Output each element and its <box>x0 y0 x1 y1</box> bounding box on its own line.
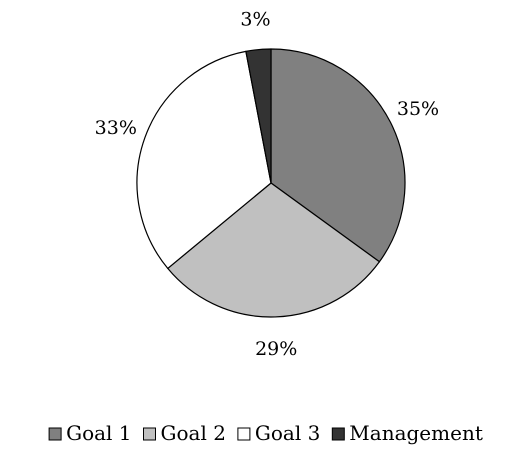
pie-slice-management <box>245 48 272 184</box>
legend-item-goal-2: Goal 2 <box>143 421 226 445</box>
legend-item-goal-1: Goal 1 <box>48 421 132 445</box>
data-label-goal-3: 33% <box>95 117 137 139</box>
legend-label-goal-1: Goal 1 <box>66 421 131 445</box>
data-label-goal-1: 35% <box>397 98 439 120</box>
pie-slices <box>136 48 406 318</box>
legend-swatch-goal-2 <box>143 427 156 441</box>
pie-slice-goal-1 <box>270 48 406 263</box>
legend-label-management: Management <box>349 421 483 445</box>
data-label-management: 3% <box>240 9 270 31</box>
pie-slice-goal-2 <box>167 182 381 318</box>
legend-item-goal-3: Goal 3 <box>237 421 320 445</box>
legend-item-management: Management <box>331 421 483 445</box>
legend-label-goal-3: Goal 3 <box>255 421 320 445</box>
legend: Goal 1 Goal 2 Goal 3 Management <box>48 421 483 445</box>
pie-slice-goal-3 <box>136 50 272 270</box>
legend-swatch-goal-1 <box>48 427 62 441</box>
legend-label-goal-2: Goal 2 <box>161 421 226 445</box>
legend-swatch-management <box>331 427 345 441</box>
data-labels: 35% 29% 33% 3% <box>95 9 439 360</box>
data-label-goal-2: 29% <box>255 338 297 360</box>
legend-swatch-goal-3 <box>237 427 251 441</box>
